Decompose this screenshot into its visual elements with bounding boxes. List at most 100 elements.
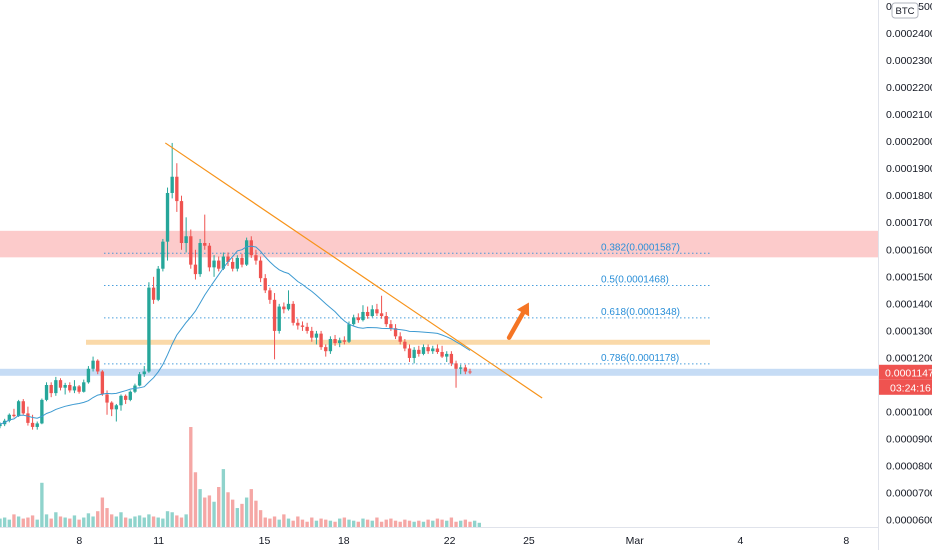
candle-body <box>431 348 435 352</box>
candle-body <box>221 256 226 269</box>
volume-bar <box>314 520 319 527</box>
time-axis[interactable]: 8 11 15 18 22 25 Mar 4 8 <box>76 535 849 547</box>
price-tick-label: 0.0002000 <box>886 136 932 148</box>
candle-body <box>193 264 198 275</box>
volume-bar <box>198 489 202 527</box>
candle-body <box>156 268 160 300</box>
ma-line <box>0 245 471 425</box>
current-price-zone <box>0 368 878 376</box>
price-axis[interactable]: 0.00025000.00024000.00023000.00022000.00… <box>886 1 932 527</box>
volume-bar <box>389 518 393 527</box>
volume-bar <box>0 518 2 527</box>
candle-body <box>179 201 184 244</box>
candle-body <box>370 309 374 317</box>
volume-bar <box>263 517 267 527</box>
candle-body <box>286 303 291 310</box>
candle-body <box>435 348 440 353</box>
candles-layer <box>0 142 472 430</box>
candle-body <box>16 401 21 417</box>
candle-body <box>454 363 458 369</box>
candle-body <box>384 316 388 325</box>
drawings-layer[interactable] <box>164 142 543 399</box>
volume-bar <box>356 521 360 527</box>
candle-body <box>421 347 426 354</box>
volume-bar <box>333 521 337 527</box>
candle-body <box>128 391 132 400</box>
candle-body <box>0 424 2 427</box>
candle-body <box>333 339 337 344</box>
volume-bar <box>454 521 458 527</box>
time-tick-label: 11 <box>153 535 164 547</box>
volume-bar <box>12 514 16 527</box>
volume-bar <box>193 472 198 527</box>
volume-bar <box>100 497 105 527</box>
price-tick-label: 0.0001900 <box>886 163 932 175</box>
volume-bar <box>7 519 11 527</box>
volume-bar <box>370 520 374 527</box>
candle-body <box>356 317 360 321</box>
candle-body <box>412 349 416 358</box>
volume-bar <box>235 508 240 527</box>
volume-bar <box>77 519 81 527</box>
time-tick-label: 4 <box>738 535 744 547</box>
candle-body <box>142 371 146 375</box>
candle-body <box>249 240 253 256</box>
candle-body <box>54 380 58 394</box>
time-tick-label: 15 <box>259 535 271 547</box>
volume-bar <box>249 489 253 527</box>
volume-bar <box>133 516 137 527</box>
candle-body <box>328 339 333 352</box>
candle-body <box>40 399 44 424</box>
candle-body <box>258 260 263 279</box>
volume-bar <box>63 517 67 527</box>
time-tick-label: 22 <box>444 535 456 547</box>
volume-bar <box>119 512 123 527</box>
volume-bar <box>440 519 444 527</box>
time-tick-label: 18 <box>338 535 350 547</box>
fib-retracement[interactable]: 0.382(0.0001587) 0.5(0.0001468) 0.618(0.00… <box>104 242 710 365</box>
volume-bar <box>91 516 95 527</box>
candle-body <box>393 328 398 337</box>
candle-body <box>170 176 174 193</box>
candle-body <box>398 336 402 342</box>
volume-bar <box>226 492 230 527</box>
volume-bar <box>449 517 454 527</box>
volume-bar <box>258 510 263 527</box>
candle-body <box>49 385 53 394</box>
candle-body <box>123 395 128 400</box>
volume-bar <box>300 519 305 527</box>
volume-bar <box>240 503 244 527</box>
candle-body <box>110 402 114 410</box>
volume-bar <box>49 518 53 527</box>
volume-bar <box>477 522 481 527</box>
price-tick-label: 0.0000900 <box>886 434 932 446</box>
candle-body <box>77 386 81 392</box>
price-tick-label: 0.0001600 <box>886 244 932 256</box>
candle-body <box>68 385 72 391</box>
volume-bar <box>151 516 156 527</box>
zones-layer <box>0 230 878 376</box>
volume-bar <box>142 517 146 527</box>
volume-bar <box>179 517 184 527</box>
currency-label: BTC <box>896 6 915 17</box>
candle-body <box>449 353 454 364</box>
volume-bar <box>207 495 212 527</box>
volume-bar <box>328 520 333 527</box>
candle-body <box>403 341 407 349</box>
volume-bar <box>96 511 100 527</box>
candle-body <box>91 360 95 369</box>
countdown-label: 03:24:16 <box>890 382 931 394</box>
volume-bar <box>398 521 402 527</box>
volume-bar <box>342 517 347 527</box>
price-tick-label: 0.0001400 <box>886 298 932 310</box>
breakout-arrow-shaft <box>506 310 526 340</box>
volume-bar <box>319 518 323 527</box>
candle-body <box>26 413 30 423</box>
candle-body <box>268 290 272 300</box>
candle-body <box>203 243 207 246</box>
candle-body <box>35 423 39 427</box>
descending-trendline <box>164 142 543 399</box>
volume-bar <box>305 521 309 527</box>
candle-body <box>21 401 25 414</box>
